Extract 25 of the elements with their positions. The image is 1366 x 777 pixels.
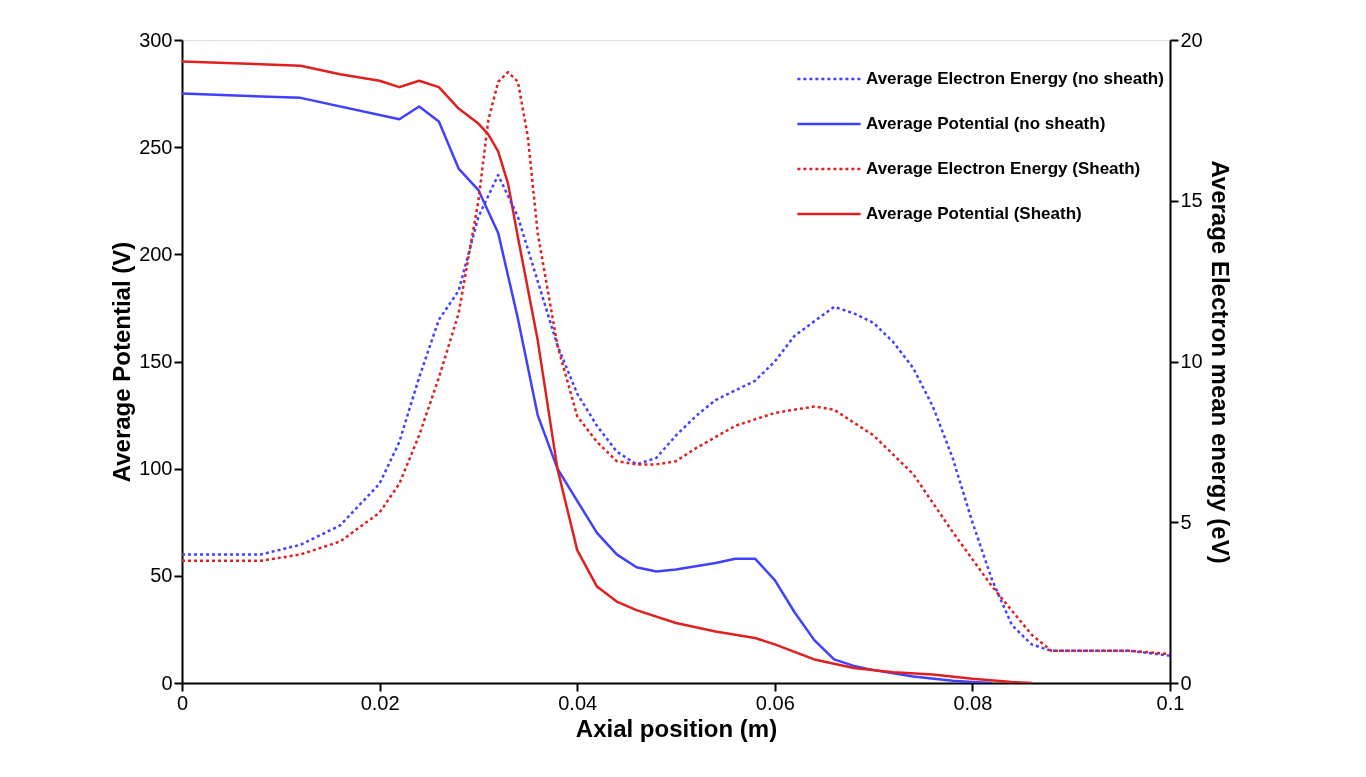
y-axis-title: Average Potential (V)	[108, 241, 136, 483]
x-axis-title: Axial position (m)	[575, 714, 778, 742]
y-tick-label: 0	[161, 671, 173, 694]
y2-tick-label: 10	[1180, 350, 1203, 372]
x-tick-label: 0	[176, 691, 189, 714]
y2-tick-label: 0	[1180, 671, 1192, 694]
x-tick-label: 0.04	[558, 691, 598, 714]
y-tick-label: 200	[139, 242, 173, 265]
x-tick-label: 0.1	[1156, 691, 1185, 714]
y-tick-label: 50	[150, 564, 173, 587]
legend-label: Average Electron Energy (no sheath)	[866, 69, 1164, 88]
y2-tick-label: 5	[1180, 510, 1192, 533]
y2-tick-label: 15	[1180, 189, 1203, 212]
y-tick-label: 300	[139, 28, 173, 51]
y-tick-label: 150	[139, 350, 173, 372]
x-tick-label: 0.08	[953, 691, 993, 714]
legend-label: Average Potential (Sheath)	[866, 204, 1082, 223]
x-tick-label: 0.02	[360, 691, 400, 714]
legend-label: Average Electron Energy (Sheath)	[866, 159, 1141, 178]
y2-tick-label: 20	[1180, 28, 1203, 51]
legend-label: Average Potential (no sheath)	[866, 114, 1106, 133]
y-tick-label: 250	[139, 135, 173, 158]
y-tick-label: 100	[139, 457, 173, 480]
x-tick-label: 0.06	[755, 691, 795, 714]
y2-axis-title: Average Electron mean energy (eV)	[1206, 160, 1234, 564]
